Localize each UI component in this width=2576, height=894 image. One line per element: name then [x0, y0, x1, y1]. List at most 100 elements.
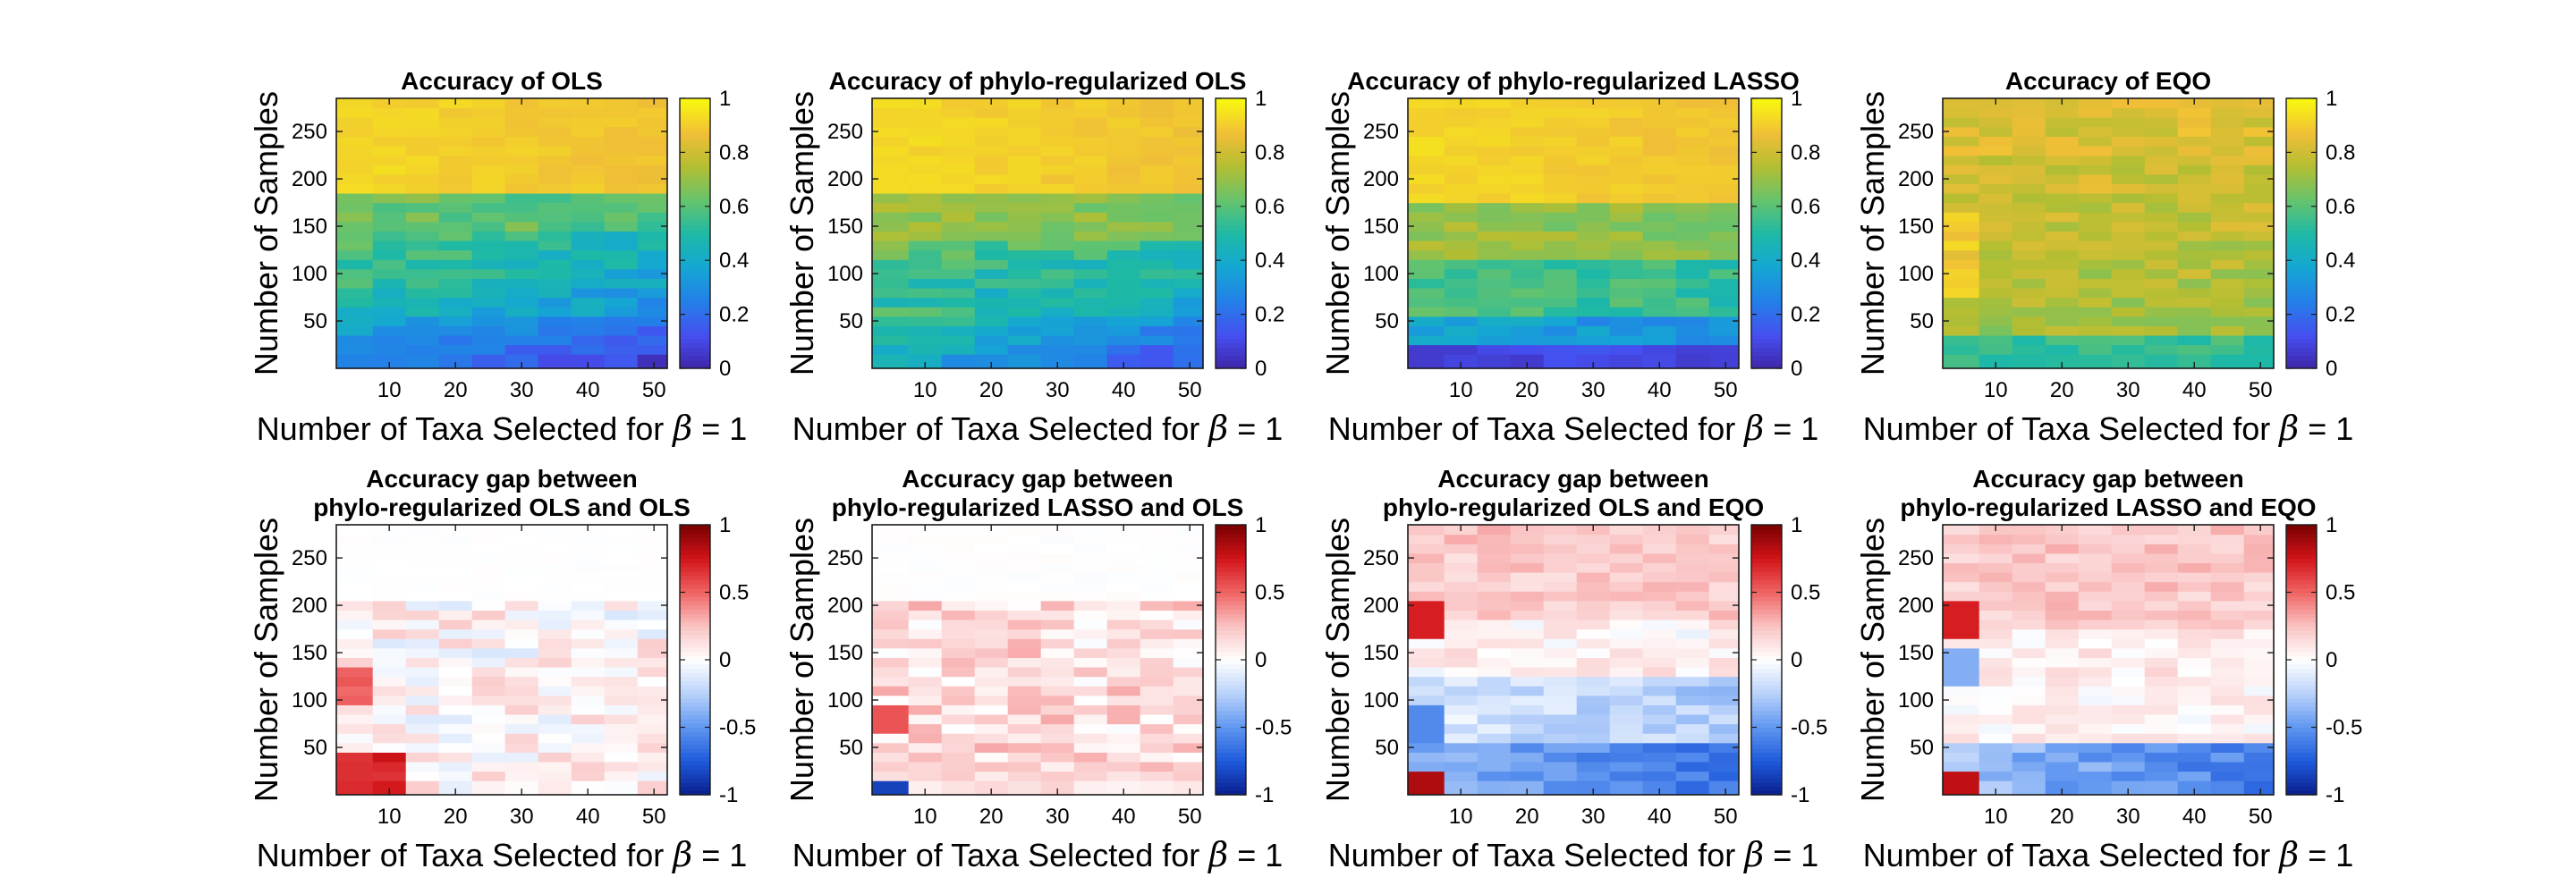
heatmap-cell — [471, 713, 506, 725]
x-axis-label-suffix: = 1 — [1764, 837, 1818, 873]
heatmap-cell — [2111, 136, 2146, 147]
heatmap-cell — [571, 173, 606, 184]
heatmap-cell — [405, 733, 440, 744]
heatmap-cell — [2111, 221, 2146, 232]
heatmap-cell — [2012, 571, 2046, 583]
colorbar-segment — [680, 317, 710, 323]
heatmap-cell — [2012, 723, 2046, 734]
colorbar-segment — [680, 672, 710, 678]
heatmap-cell — [1408, 666, 1445, 678]
colorbar-segment — [680, 761, 710, 766]
colorbar-segment — [1216, 229, 1246, 234]
heatmap-cell — [2177, 676, 2212, 687]
heatmap-cell — [908, 202, 943, 213]
heatmap-cell — [1708, 307, 1740, 317]
heatmap-cell — [471, 534, 506, 544]
heatmap-cell — [1140, 619, 1174, 630]
heatmap-cell — [405, 268, 440, 279]
colorbar-segment — [1216, 626, 1246, 631]
heatmap-cell — [1642, 325, 1677, 336]
heatmap-cell — [438, 126, 473, 137]
colorbar-segment — [2286, 249, 2317, 256]
heatmap-cell — [1943, 268, 1980, 279]
heatmap-cell — [2177, 334, 2212, 346]
heatmap-cell — [1543, 552, 1578, 563]
heatmap-cell — [2045, 686, 2080, 696]
heatmap-cell — [2210, 780, 2245, 796]
heatmap-cell — [2078, 183, 2113, 194]
colorbar-tick-label: 0.2 — [2326, 303, 2355, 327]
colorbar-segment — [2286, 545, 2317, 551]
colorbar-segment — [1751, 525, 1782, 530]
heatmap-cell — [1609, 344, 1644, 355]
heatmap-cell — [571, 600, 606, 611]
heatmap-cell — [1444, 173, 1479, 184]
heatmap-cell — [2012, 334, 2046, 346]
heatmap-cell — [438, 619, 473, 630]
heatmap-cell — [1477, 713, 1512, 725]
heatmap-cell — [372, 325, 407, 336]
heatmap-cell — [1073, 316, 1108, 326]
heatmap-cell — [604, 249, 639, 260]
heatmap-cell — [1510, 628, 1545, 639]
heatmap-cell — [1444, 202, 1479, 213]
heatmap-cell — [2210, 771, 2245, 781]
heatmap-cell — [1007, 713, 1042, 725]
heatmap-cell — [372, 628, 407, 639]
colorbar-segment — [1216, 263, 1246, 268]
colorbar-tick-label: 0 — [719, 648, 731, 672]
heatmap-cell — [1979, 619, 2013, 630]
heatmap-cell — [372, 212, 407, 223]
colorbar-segment — [1216, 246, 1246, 251]
heatmap-cell — [1106, 164, 1141, 175]
heatmap-cell — [2210, 192, 2245, 204]
y-tick-label: 150 — [1363, 641, 1399, 665]
colorbar-segment — [1751, 254, 1782, 259]
heatmap-cell — [1510, 297, 1545, 308]
heatmap-cell — [1576, 657, 1611, 668]
y-tick-label: 50 — [1375, 309, 1399, 333]
heatmap-cell — [2045, 183, 2080, 194]
colorbar-segment — [680, 781, 710, 788]
heatmap-cell — [1510, 231, 1545, 241]
heatmap-cell — [1943, 202, 1980, 213]
heatmap-cell — [1040, 259, 1075, 270]
heatmap-cell — [1609, 212, 1644, 223]
heatmap-cell — [2177, 259, 2212, 270]
heatmap-cell — [1576, 316, 1611, 326]
heatmap-cell — [504, 249, 539, 260]
heatmap-cell — [1140, 107, 1174, 118]
heatmap-cell — [2243, 231, 2275, 241]
heatmap-cell — [1642, 686, 1677, 696]
heatmap-cell — [2210, 107, 2245, 118]
heatmap-cell — [2111, 231, 2146, 241]
heatmap-cell — [872, 155, 910, 165]
x-axis-label-suffix: = 1 — [2299, 837, 2353, 873]
heatmap-cell — [1007, 676, 1042, 687]
heatmap-cell — [2078, 742, 2113, 753]
heatmap-cell — [1642, 552, 1677, 563]
colorbar-segment — [680, 182, 710, 188]
heatmap-cell — [372, 619, 407, 630]
heatmap-cell — [1609, 628, 1644, 639]
heatmap-cell — [405, 183, 440, 194]
heatmap-cell — [1106, 259, 1141, 270]
heatmap-cell — [2045, 231, 2080, 241]
heatmap-cell — [1106, 780, 1141, 796]
colorbar-segment — [680, 646, 710, 653]
colorbar-tick-label: 0.2 — [1255, 303, 1284, 327]
heatmap-cell — [2045, 571, 2080, 583]
heatmap-cell — [1444, 107, 1479, 118]
heatmap-cell — [504, 259, 539, 270]
heatmap-cell — [872, 334, 910, 346]
heatmap-cell — [1576, 344, 1611, 355]
heatmap-cell — [1040, 761, 1075, 772]
heatmap-cell — [2177, 733, 2212, 744]
heatmap-cell — [1477, 98, 1512, 109]
colorbar-segment — [1216, 355, 1246, 361]
heatmap-cell — [1040, 164, 1075, 175]
heatmap-cell — [872, 249, 910, 260]
heatmap-cell — [2111, 733, 2146, 744]
colorbar-segment — [1751, 702, 1782, 707]
heatmap-cell — [471, 192, 506, 204]
